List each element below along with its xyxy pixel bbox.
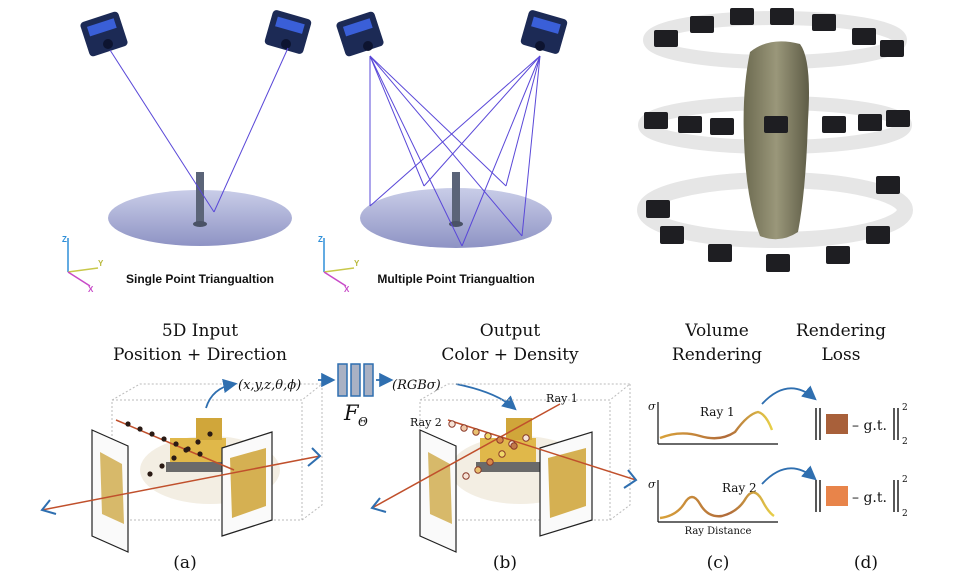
axis-y-label: Y [98, 259, 104, 268]
panel-c-label: (c) [707, 553, 730, 573]
eye-marker-right [623, 469, 638, 489]
network-block: F Θ [318, 363, 394, 429]
single-point-triangulation: Z Y X Single Point Triangualtion [62, 10, 312, 294]
density-plot-ray1: σ Ray 1 [648, 400, 778, 445]
panel-a: 5D Input Position + Direction [40, 321, 324, 573]
panel-c-title-line1: Volume [684, 321, 749, 341]
input-tuple: (x,y,z,θ,ϕ) [238, 378, 301, 393]
sigma-label-1: σ [648, 400, 656, 413]
ray-right [213, 47, 289, 213]
query-arrow [205, 378, 238, 409]
render-arrow-2 [761, 465, 817, 485]
ray-1-label-c: Ray 1 [700, 405, 735, 419]
norm-exponent-2: 2 [902, 475, 908, 485]
output-tuple: (RGBσ) [392, 378, 441, 393]
network-layer-3 [363, 363, 374, 397]
density-curve-2 [659, 491, 775, 520]
network-subscript: Θ [358, 415, 368, 429]
sample-points-a [125, 421, 213, 477]
panel-d-title-line2: Loss [822, 345, 861, 365]
axis-z-label: Z [318, 235, 323, 244]
ray-2-label-c: Ray 2 [722, 481, 757, 495]
panel-a-title-line2: Position + Direction [113, 345, 287, 365]
gt-label-2: – g.t. [852, 490, 887, 506]
scanner-camera-left [80, 11, 128, 57]
ray-distance-label: Ray Distance [685, 526, 752, 537]
axis-x-label: X [344, 285, 350, 294]
render-arrow-1 [761, 385, 817, 405]
panel-b: Output Color + Density (RGBσ) [370, 321, 638, 573]
image-plane-left [419, 429, 457, 553]
eye-marker-left [40, 499, 57, 515]
axis-x-label: X [88, 285, 94, 294]
target-post [452, 172, 460, 224]
panel-b-label: (b) [493, 553, 517, 573]
scanner-camera-right [264, 10, 312, 54]
ray-left [109, 49, 215, 213]
ray-2-label-b: Ray 2 [410, 416, 442, 429]
eye-marker-left [370, 497, 387, 513]
panel-d: Rendering Loss – g.t. 2 2 – g.t. 2 2 (d) [796, 321, 908, 573]
camera-rig-image [637, 8, 913, 272]
ray-1-a [41, 455, 321, 511]
panel-c: Volume Rendering σ Ray 1 σ Ray 2 Ray Dis… [648, 321, 817, 573]
network-label: F [343, 401, 360, 425]
ray-1-b [371, 403, 561, 509]
rig-cameras [644, 8, 910, 272]
single-caption: Single Point Triangualtion [126, 272, 274, 286]
output-arrow [455, 383, 517, 411]
panel-b-title-line1: Output [480, 321, 541, 341]
density-plot-ray2: σ Ray 2 Ray Distance [648, 478, 778, 537]
rendered-color-swatch-1 [826, 414, 848, 434]
rendered-color-swatch-2 [826, 486, 848, 506]
network-layer-2 [350, 363, 361, 397]
panel-a-title-line1: 5D Input [162, 321, 238, 341]
scanner-camera-right [520, 10, 568, 54]
panel-d-label: (d) [854, 553, 878, 573]
multiple-point-triangulation: Z Y X Multiple Point Triangualtion [318, 10, 568, 294]
loss-term-1: – g.t. 2 2 [815, 403, 908, 447]
axis-y-label: Y [354, 259, 360, 268]
norm-exponent-1: 2 [902, 403, 908, 413]
axis-z-label: Z [62, 235, 67, 244]
panel-d-title-line1: Rendering [796, 321, 886, 341]
target-post [196, 172, 204, 224]
ray-1-label-b: Ray 1 [546, 392, 578, 405]
ray-bundle [369, 55, 541, 247]
image-plane-right [221, 431, 273, 537]
norm-subscript-2: 2 [902, 509, 908, 519]
gt-label-1: – g.t. [852, 418, 887, 434]
axis-gizmo-left: Z Y X [62, 235, 104, 294]
loss-term-2: – g.t. 2 2 [815, 475, 908, 519]
density-curve-1 [659, 410, 774, 440]
colored-samples-b [448, 420, 530, 480]
image-plane-left [91, 429, 129, 553]
norm-subscript-1: 2 [902, 437, 908, 447]
axis-gizmo-right: Z Y X [318, 235, 360, 294]
panel-c-title-line2: Rendering [672, 345, 762, 365]
rock-sample [743, 41, 809, 240]
ray-2-b [447, 419, 637, 481]
panel-a-label: (a) [173, 553, 196, 573]
multiple-caption: Multiple Point Triangualtion [377, 272, 534, 286]
network-layer-1 [337, 363, 348, 397]
image-plane-right [539, 431, 593, 537]
scanner-camera-left [336, 11, 384, 57]
sigma-label-2: σ [648, 478, 656, 491]
eye-marker-right [307, 447, 322, 467]
panel-b-title-line2: Color + Density [441, 345, 579, 365]
